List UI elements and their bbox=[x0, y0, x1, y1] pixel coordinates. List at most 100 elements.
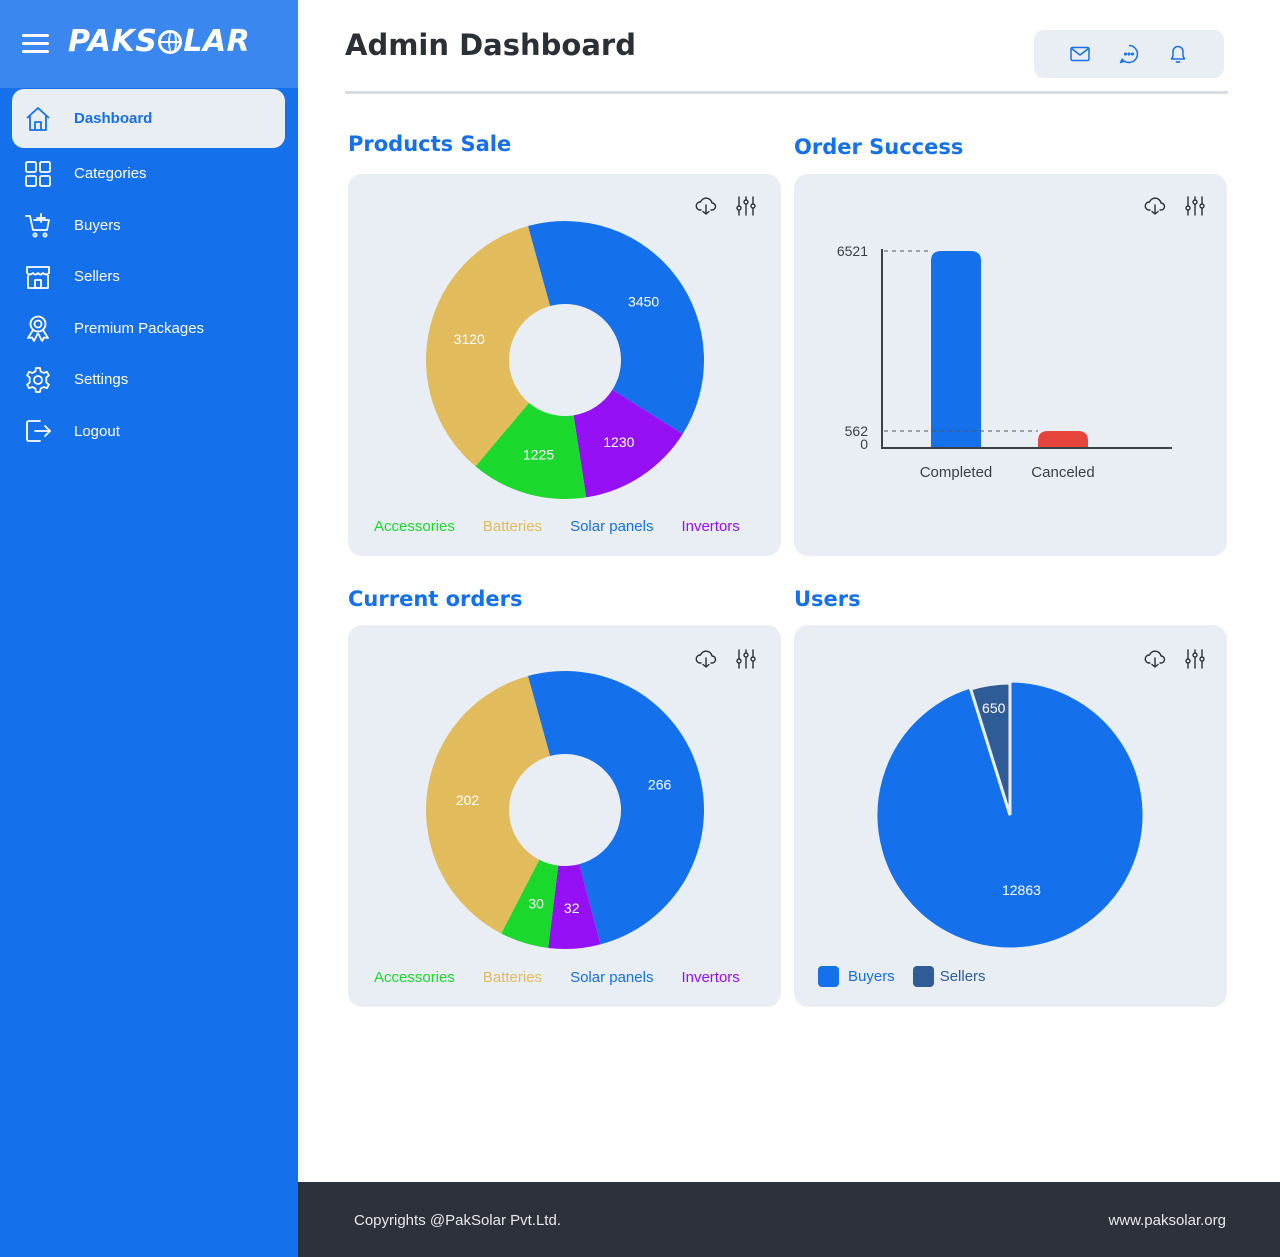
sidebar-item-premium-packages[interactable]: Premium Packages bbox=[12, 303, 285, 355]
sidebar-nav: Dashboard Categories Buyers Sellers Prem… bbox=[12, 89, 285, 457]
sidebar-item-logout[interactable]: Logout bbox=[12, 406, 285, 458]
sidebar-item-label: Settings bbox=[74, 371, 129, 389]
card-tools bbox=[1143, 194, 1207, 218]
sidebar-header: PAKS LAR bbox=[0, 0, 298, 88]
legend-label: Buyers bbox=[848, 968, 895, 985]
header-divider bbox=[345, 91, 1228, 94]
sidebar-item-label: Sellers bbox=[74, 268, 120, 286]
data-label-solar-panels: 266 bbox=[648, 776, 672, 792]
legend-sellers: Sellers bbox=[912, 966, 986, 987]
legend-solar-panels: Solar panels bbox=[570, 969, 654, 986]
grid-icon bbox=[25, 160, 51, 187]
legend-label: Sellers bbox=[939, 968, 986, 985]
award-icon bbox=[27, 315, 49, 343]
pie-slice-sellers[interactable] bbox=[968, 681, 1012, 816]
x-tick-canceled: Canceled bbox=[1031, 464, 1094, 481]
legend-accessories: Accessories bbox=[374, 518, 455, 535]
x-tick-completed: Completed bbox=[920, 464, 993, 481]
data-label-accessories: 1225 bbox=[523, 446, 554, 462]
pie-slice-solar-panels[interactable] bbox=[527, 221, 704, 434]
current-orders-chart: 266 32 30 202 bbox=[426, 671, 704, 949]
users-card: 12863 650 Buyers Sellers bbox=[794, 625, 1227, 1007]
legend-invertors: Invertors bbox=[681, 518, 740, 535]
card-tools bbox=[694, 647, 758, 671]
gear-icon bbox=[26, 366, 50, 393]
legend-swatch bbox=[912, 966, 934, 987]
current-orders-card: 266 32 30 202 Accessories Batteries Solar p… bbox=[348, 625, 781, 1007]
data-label-accessories: 30 bbox=[528, 896, 544, 912]
chart-axis bbox=[881, 249, 1172, 449]
products-sale-title: Products Sale bbox=[348, 132, 512, 156]
sidebar-item-settings[interactable]: Settings bbox=[12, 354, 285, 406]
legend-solar-panels: Solar panels bbox=[570, 518, 654, 535]
menu-icon[interactable] bbox=[22, 34, 49, 54]
pie-slice-accessories[interactable] bbox=[475, 402, 587, 499]
page-title: Admin Dashboard bbox=[345, 28, 636, 62]
cloud-download-icon[interactable] bbox=[1143, 194, 1167, 218]
sidebar-item-label: Dashboard bbox=[74, 110, 153, 127]
footer-copyright: Copyrights @PakSolar Pvt.Ltd. bbox=[354, 1212, 561, 1229]
y-tick-label: 6521 bbox=[837, 243, 868, 259]
store-icon bbox=[26, 265, 50, 289]
mail-icon[interactable] bbox=[1068, 42, 1092, 66]
pie-slice-solar-panels[interactable] bbox=[527, 671, 704, 945]
data-label-solar-panels: 3450 bbox=[628, 293, 659, 309]
sidebar-item-label: Logout bbox=[74, 422, 120, 440]
cart-icon bbox=[25, 213, 50, 238]
sidebar-item-label: Categories bbox=[74, 165, 147, 183]
order-success-card: Completed Canceled 6521 562 0 bbox=[794, 174, 1227, 556]
current-orders-legend: Accessories Batteries Solar panels Inver… bbox=[374, 969, 740, 986]
products-sale-legend: Accessories Batteries Solar panels Inver… bbox=[374, 518, 740, 535]
sidebar: PAKS LAR Dashboard Categories Buyers Sell… bbox=[0, 0, 298, 1257]
logo[interactable]: PAKS LAR bbox=[68, 24, 251, 59]
header-actions bbox=[1034, 30, 1224, 78]
sidebar-item-categories[interactable]: Categories bbox=[12, 148, 285, 200]
pie-slice-accessories[interactable] bbox=[501, 859, 559, 948]
cloud-download-icon[interactable] bbox=[1143, 647, 1167, 671]
cloud-download-icon[interactable] bbox=[694, 194, 718, 218]
data-label-buyers: 12863 bbox=[1002, 882, 1041, 898]
users-title: Users bbox=[794, 587, 861, 611]
pie-slice-invertors[interactable] bbox=[573, 389, 683, 498]
filter-sliders-icon[interactable] bbox=[734, 647, 758, 671]
pie-slice-batteries[interactable] bbox=[426, 676, 551, 934]
legend-buyers: Buyers bbox=[818, 966, 895, 987]
pie-slice-batteries[interactable] bbox=[426, 226, 551, 467]
legend-invertors: Invertors bbox=[681, 969, 740, 986]
card-tools bbox=[1143, 647, 1207, 671]
sidebar-item-label: Buyers bbox=[74, 216, 121, 234]
card-tools bbox=[694, 194, 758, 218]
current-orders-title: Current orders bbox=[348, 587, 523, 611]
users-chart: 12863 650 bbox=[874, 679, 1146, 951]
products-sale-card: 3450 1230 1225 3120 Accessories Batteries S… bbox=[348, 174, 781, 556]
pie-slice-invertors[interactable] bbox=[548, 864, 601, 949]
legend-batteries: Batteries bbox=[482, 969, 543, 986]
products-sale-chart: 3450 1230 1225 3120 bbox=[426, 221, 704, 499]
data-label-invertors: 1230 bbox=[603, 434, 634, 450]
sidebar-item-sellers[interactable]: Sellers bbox=[12, 251, 285, 303]
filter-sliders-icon[interactable] bbox=[1183, 194, 1207, 218]
footer: Copyrights @PakSolar Pvt.Ltd. www.paksol… bbox=[298, 1182, 1280, 1257]
bell-icon[interactable] bbox=[1166, 42, 1190, 66]
sidebar-item-label: Premium Packages bbox=[74, 319, 205, 337]
legend-swatch bbox=[818, 966, 839, 987]
order-success-title: Order Success bbox=[794, 135, 964, 159]
filter-sliders-icon[interactable] bbox=[1183, 647, 1207, 671]
home-icon bbox=[26, 106, 50, 131]
chat-icon[interactable] bbox=[1117, 42, 1141, 66]
sidebar-item-dashboard[interactable]: Dashboard bbox=[12, 89, 285, 148]
legend-accessories: Accessories bbox=[374, 969, 455, 986]
sidebar-item-buyers[interactable]: Buyers bbox=[12, 200, 285, 252]
filter-sliders-icon[interactable] bbox=[734, 194, 758, 218]
legend-batteries: Batteries bbox=[482, 518, 543, 535]
bar-canceled[interactable] bbox=[1038, 431, 1088, 447]
bar-completed[interactable] bbox=[931, 251, 981, 447]
data-label-batteries: 3120 bbox=[454, 331, 485, 347]
data-label-sellers: 650 bbox=[982, 700, 1006, 716]
cloud-download-icon[interactable] bbox=[694, 647, 718, 671]
data-label-batteries: 202 bbox=[456, 792, 480, 808]
data-label-invertors: 32 bbox=[564, 900, 580, 916]
footer-website-link[interactable]: www.paksolar.org bbox=[1108, 1212, 1226, 1229]
logout-icon bbox=[26, 420, 51, 443]
